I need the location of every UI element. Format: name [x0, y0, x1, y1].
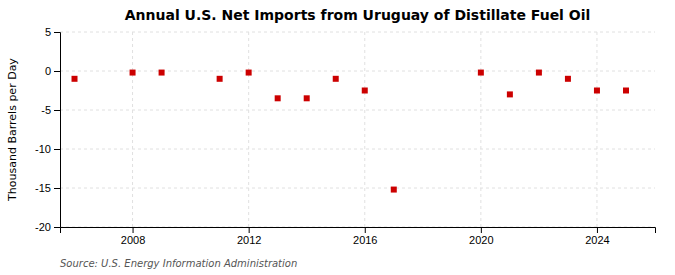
point: [594, 88, 600, 94]
point: [391, 187, 397, 193]
point: [507, 91, 513, 97]
chart-svg: 2008 2012 2016 2020 2024 -20 -15 -10 -5 0 5 Annual …: [0, 0, 675, 275]
y-axis-tick-label: -15: [35, 182, 51, 194]
y-axis-tick-label: 5: [45, 26, 51, 38]
y-axis: -20 -15 -10 -5 0 5: [35, 26, 60, 233]
y-axis-tick-label: -10: [35, 143, 51, 155]
point: [333, 76, 339, 82]
x-axis-tick: 2012: [237, 227, 261, 246]
x-axis-tick-label: 2024: [585, 234, 609, 246]
grid-line-x: [248, 32, 249, 227]
grid-line-x: [596, 32, 597, 227]
point: [246, 70, 252, 76]
plot-area: 2008 2012 2016 2020 2024 -20 -15 -10 -5 0 5: [35, 26, 655, 246]
source-annotation: Source: U.S. Energy Information Administ…: [60, 258, 297, 269]
y-axis-tick: -5: [41, 104, 60, 116]
x-axis-tick: 2020: [469, 227, 493, 246]
grid: [60, 32, 655, 227]
point: [304, 95, 310, 101]
point: [72, 76, 78, 82]
x-axis-tick-mark: [133, 227, 134, 233]
grid-line-x: [480, 32, 481, 227]
y-axis-tick-mark: [54, 149, 60, 150]
point: [478, 70, 484, 76]
y-axis-tick: 0: [45, 65, 60, 77]
x-axis-tick: 2008: [121, 227, 145, 246]
x-axis-tick-mark: [365, 227, 366, 233]
grid-line-x: [364, 32, 365, 227]
y-axis-tick: -10: [35, 143, 60, 155]
point: [275, 95, 281, 101]
point: [536, 70, 542, 76]
point: [362, 88, 368, 94]
points: [72, 70, 629, 193]
y-axis-tick-label: -20: [35, 221, 51, 233]
x-axis-tick: 2016: [353, 227, 377, 246]
x-axis-tick-mark: [597, 227, 598, 233]
chart-title: Annual U.S. Net Imports from Uruguay of …: [125, 7, 591, 23]
y-axis-title: Thousand Barrels per Day: [6, 58, 19, 202]
y-axis-tick-mark: [54, 32, 60, 33]
y-axis-tick: 5: [45, 26, 60, 38]
y-axis-tick-label: 0: [45, 65, 51, 77]
y-axis-tick-label: -5: [41, 104, 51, 116]
y-axis-tick-mark: [54, 110, 60, 111]
y-axis-tick-mark: [54, 227, 60, 228]
x-axis-tick-label: 2020: [469, 234, 493, 246]
x-axis-tick-mark: [249, 227, 250, 233]
point: [565, 76, 571, 82]
point: [217, 76, 223, 82]
x-axis-tick-label: 2016: [353, 234, 377, 246]
point: [130, 70, 136, 76]
point: [159, 70, 165, 76]
grid-line-y: [60, 149, 655, 150]
grid-line-y: [60, 188, 655, 189]
x-axis-tick-label: 2012: [237, 234, 261, 246]
y-axis-tick-mark: [54, 71, 60, 72]
x-axis-line: [61, 228, 656, 234]
grid-line-y: [60, 32, 655, 33]
x-axis: 2008 2012 2016 2020 2024: [61, 227, 656, 246]
y-axis-line: [54, 33, 61, 228]
grid-line-y: [60, 110, 655, 111]
point: [623, 88, 629, 94]
y-axis-tick: -20: [35, 221, 60, 233]
grid-line-y: [60, 71, 655, 72]
x-axis-tick-mark: [481, 227, 482, 233]
x-axis-tick: 2024: [585, 227, 609, 246]
x-axis-tick-label: 2008: [121, 234, 145, 246]
y-axis-tick-mark: [54, 188, 60, 189]
y-axis-tick: -15: [35, 182, 60, 194]
grid-line-x: [132, 32, 133, 227]
chart-container: 2008 2012 2016 2020 2024 -20 -15 -10 -5 0 5 Annual …: [0, 0, 675, 275]
